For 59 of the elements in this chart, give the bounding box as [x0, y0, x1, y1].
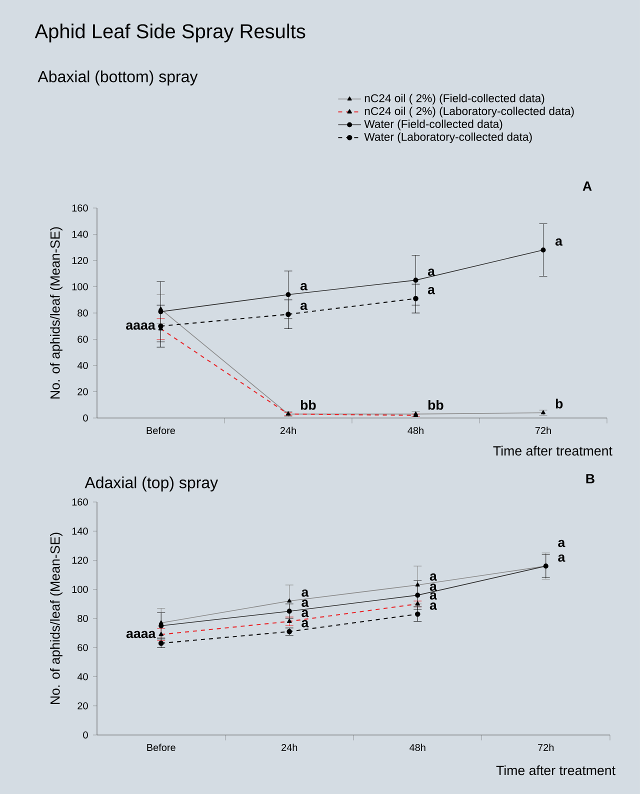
annotation: bb — [428, 400, 444, 410]
annotation: a — [430, 602, 437, 610]
annotation: a — [555, 238, 563, 246]
annotation: a — [428, 268, 436, 276]
legend-label: Water (Laboratory-collected data) — [364, 132, 532, 144]
annotation: a — [300, 283, 308, 290]
y-tick-label: 120 — [72, 256, 88, 264]
y-tick-label: 100 — [72, 283, 88, 290]
annotation: a — [302, 610, 309, 618]
y-tick-label: 20 — [78, 388, 88, 396]
annotation: a — [430, 584, 437, 591]
x-tick-label: 24h — [280, 426, 296, 434]
y-tick-label: 20 — [78, 702, 88, 710]
annotation: a — [300, 302, 308, 310]
x-tick-label: 72h — [538, 744, 554, 751]
annotation: aaaa — [126, 630, 156, 638]
y-tick-label: 160 — [72, 204, 88, 212]
x-axis-title: Time after treatment — [493, 446, 612, 456]
y-tick-label: 140 — [72, 528, 88, 535]
chart-title: Adaxial (top) spray — [84, 476, 218, 492]
annotation: a — [428, 286, 436, 294]
annotation: a — [302, 589, 309, 597]
annotation: a — [430, 573, 437, 581]
annotation: a — [558, 540, 566, 548]
chart-title: Aphid Leaf Side Spray Results — [34, 24, 306, 42]
y-tick-label: 100 — [72, 586, 88, 593]
x-tick-label: 48h — [408, 426, 424, 434]
annotation: a — [302, 600, 309, 607]
y-axis-title: No. of aphids/leaf (Mean-SE) — [50, 532, 62, 704]
y-tick-label: 60 — [78, 644, 88, 652]
annotation: a — [302, 620, 309, 628]
x-tick-label: Before — [147, 744, 176, 752]
annotation: bb — [300, 400, 316, 410]
y-tick-label: 0 — [83, 414, 88, 422]
y-tick-label: 160 — [72, 498, 88, 506]
y-axis-title: No. of aphids/leaf (Mean-SE) — [50, 227, 62, 398]
y-tick-label: 140 — [72, 230, 88, 238]
y-tick-label: 60 — [78, 336, 88, 343]
x-tick-label: 48h — [410, 744, 426, 752]
y-tick-label: 0 — [83, 731, 88, 739]
x-axis-title: Time after treatment — [496, 765, 616, 776]
legend-label: Water (Field-collected data) — [364, 120, 502, 130]
x-tick-label: 72h — [535, 426, 551, 434]
y-tick-label: 120 — [72, 556, 88, 564]
y-tick-label: 80 — [78, 309, 88, 317]
annotation: a — [430, 592, 437, 600]
annotation: aaaa — [126, 322, 156, 330]
legend-label: nC24 oil ( 2%) (Field-collected data) — [364, 94, 544, 104]
annotation: b — [556, 398, 563, 408]
y-tick-label: 80 — [78, 614, 88, 622]
legend-label: nC24 oil ( 2%) (Laboratory-collected data) — [364, 106, 574, 118]
y-tick-label: 40 — [77, 673, 88, 680]
text: A — [582, 182, 592, 191]
annotation: a — [558, 554, 566, 562]
text: B — [586, 474, 594, 484]
chart-subtitle: Abaxial (bottom) spray — [38, 70, 198, 86]
x-tick-label: 24h — [282, 744, 298, 751]
x-tick-label: Before — [146, 426, 176, 434]
y-tick-label: 40 — [77, 362, 88, 370]
